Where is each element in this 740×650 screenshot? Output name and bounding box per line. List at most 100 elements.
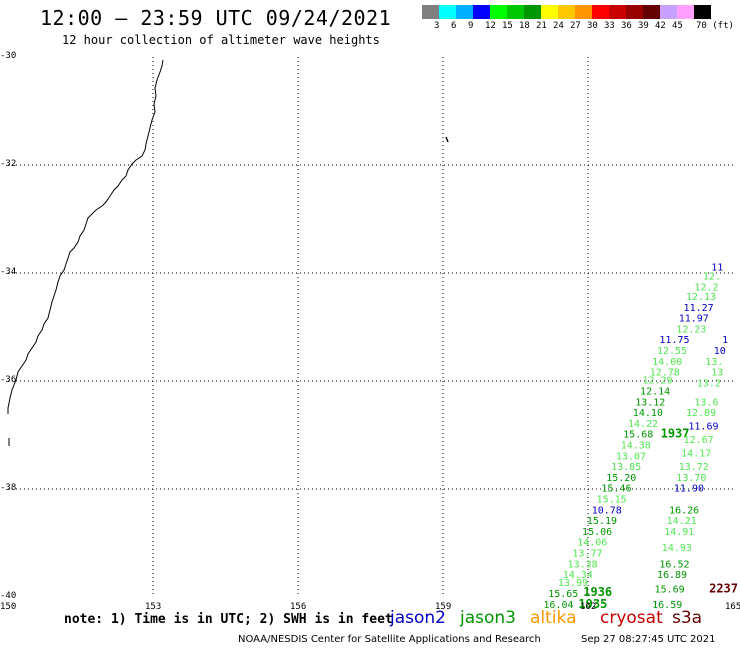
colorbar-swatch bbox=[575, 5, 592, 19]
wave-height-value: 10 bbox=[714, 346, 726, 357]
colorbar-label: 30 bbox=[587, 21, 598, 31]
units-note: note: 1) Time is in UTC; 2) SWH is in fe… bbox=[64, 612, 393, 627]
colorbar-swatch bbox=[626, 5, 643, 19]
legend-s3a: s3a bbox=[672, 608, 703, 628]
wave-height-value: 15.20 bbox=[606, 473, 636, 484]
wave-height-value: 1 bbox=[722, 335, 728, 346]
longitude-label: 162 bbox=[580, 602, 597, 612]
colorbar-label: 6 bbox=[451, 21, 457, 31]
wave-height-value: 11.90 bbox=[674, 484, 704, 495]
wave-height-value: 12.29 bbox=[642, 376, 672, 387]
colorbar-swatch bbox=[609, 5, 626, 19]
colorbar-label: 18 bbox=[519, 21, 530, 31]
wave-height-value: 12.14 bbox=[640, 387, 670, 398]
wave-height-value: 12. bbox=[703, 271, 721, 282]
wave-height-value: 13 bbox=[711, 368, 723, 379]
wave-height-value: 12.2 bbox=[694, 282, 718, 293]
legend-jason2: jason2 bbox=[390, 608, 446, 628]
colorbar-swatch bbox=[694, 5, 711, 19]
pass-time-label: 1935 bbox=[578, 597, 607, 611]
map-title: 12:00 — 23:59 UTC 09/24/2021 bbox=[40, 6, 392, 30]
wave-height-value: 16.59 bbox=[652, 600, 682, 611]
wave-height-value: 14.22 bbox=[628, 419, 658, 430]
colorbar-swatch bbox=[507, 5, 524, 19]
wave-height-value: 16.26 bbox=[669, 505, 699, 516]
latitude-label: -32 bbox=[0, 159, 17, 169]
wave-height-value: 13.6 bbox=[694, 397, 718, 408]
wave-height-value: 14.91 bbox=[664, 527, 694, 538]
wave-height-value: 13.85 bbox=[611, 462, 641, 473]
wave-height-value: 11 bbox=[711, 262, 723, 273]
colorbar-label: 70 (ft) bbox=[696, 21, 734, 31]
colorbar-swatch bbox=[439, 5, 456, 19]
wave-height-value: 13.07 bbox=[616, 451, 646, 462]
wave-height-value: 12.89 bbox=[686, 408, 716, 419]
wave-height-value: 13.12 bbox=[635, 397, 665, 408]
wave-height-value: 11.27 bbox=[684, 303, 714, 314]
wave-height-value: 14.17 bbox=[681, 449, 711, 460]
legend-cryosat: cryosat bbox=[600, 608, 663, 628]
colorbar-label: 39 bbox=[638, 21, 649, 31]
colorbar-swatch bbox=[558, 5, 575, 19]
colorbar-swatch bbox=[592, 5, 609, 19]
longitude-label: 156 bbox=[290, 602, 307, 612]
wave-height-value: 14.34 bbox=[563, 570, 593, 581]
wave-height-value: 14.06 bbox=[577, 538, 607, 549]
latitude-label: -30 bbox=[0, 51, 17, 61]
island-marker bbox=[445, 136, 449, 143]
coastline bbox=[7, 59, 164, 414]
latitude-label: -38 bbox=[0, 483, 17, 493]
colorbar-label: 33 bbox=[604, 21, 615, 31]
wave-height-value: 14.10 bbox=[633, 408, 663, 419]
wave-height-value: 13.72 bbox=[679, 462, 709, 473]
wave-height-value: 14.93 bbox=[662, 543, 692, 554]
colorbar-label: 15 bbox=[502, 21, 513, 31]
colorbar-swatch bbox=[677, 5, 694, 19]
colorbar-swatch bbox=[643, 5, 660, 19]
latitude-label: -36 bbox=[0, 375, 17, 385]
wave-height-value: 16.04 bbox=[543, 600, 573, 611]
wave-height-value: 12.67 bbox=[684, 435, 714, 446]
wave-height-value: 14.00 bbox=[652, 357, 682, 368]
colorbar-label: 42 bbox=[655, 21, 666, 31]
colorbar-label: 45 bbox=[672, 21, 683, 31]
wave-height-value: 12.55 bbox=[657, 346, 687, 357]
wave-height-value: 15.15 bbox=[597, 495, 627, 506]
longitude-label: 153 bbox=[145, 602, 162, 612]
colorbar-label: 9 bbox=[468, 21, 474, 31]
wave-height-value: 12.23 bbox=[676, 324, 706, 335]
longitude-label: 159 bbox=[435, 602, 452, 612]
colorbar-swatch bbox=[422, 5, 439, 19]
wave-height-value: 16.52 bbox=[659, 559, 689, 570]
source-credit: NOAA/NESDIS Center for Satellite Applica… bbox=[238, 634, 541, 645]
map-subtitle: 12 hour collection of altimeter wave hei… bbox=[62, 33, 380, 47]
wave-height-value: 14.38 bbox=[621, 441, 651, 452]
wave-height-value: 13.2 bbox=[697, 378, 721, 389]
colorbar-swatch bbox=[524, 5, 541, 19]
colorbar-label: 36 bbox=[621, 21, 632, 31]
wave-height-value: 15.46 bbox=[601, 484, 631, 495]
wave-height-value: 16.89 bbox=[657, 570, 687, 581]
longitude-label: 150 bbox=[0, 602, 17, 612]
pass-time-label: 1936 bbox=[583, 585, 612, 599]
wave-height-value: 11.75 bbox=[659, 335, 689, 346]
colorbar-label: 24 bbox=[553, 21, 564, 31]
colorbar-swatch bbox=[473, 5, 490, 19]
colorbar-swatch bbox=[456, 5, 473, 19]
latitude-label: -34 bbox=[0, 267, 17, 277]
wave-height-value: 12.13 bbox=[686, 292, 716, 303]
colorbar-label: 3 bbox=[434, 21, 440, 31]
colorbar-label: 12 bbox=[485, 21, 496, 31]
colorbar-swatch bbox=[490, 5, 507, 19]
wave-height-value: 13.38 bbox=[568, 559, 598, 570]
latitude-label: -40 bbox=[0, 591, 17, 601]
wave-height-value: 12.78 bbox=[650, 368, 680, 379]
wave-height-value: 15.06 bbox=[582, 527, 612, 538]
pass-time-label: 1937 bbox=[661, 427, 690, 441]
legend-jason3: jason3 bbox=[460, 608, 516, 628]
wave-height-value: 14.21 bbox=[667, 516, 697, 527]
colorbar-label: 27 bbox=[570, 21, 581, 31]
wave-height-value: 15.19 bbox=[587, 516, 617, 527]
wave-height-value: 15.68 bbox=[623, 430, 653, 441]
